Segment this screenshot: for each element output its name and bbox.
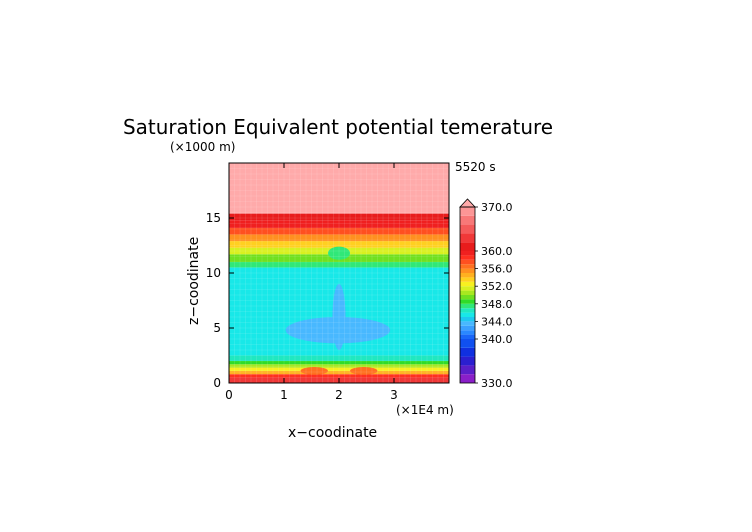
colorbar-tick-label: 360.0	[481, 245, 513, 258]
y-tick-label: 15	[206, 211, 221, 225]
colorbar-swatch	[460, 339, 475, 348]
layer-band	[229, 227, 449, 235]
colorbar: 370.0 360.0 356.0 352.0 348.0 344.0 340.0 330.0	[459, 198, 513, 390]
colorbar-swatch	[460, 224, 475, 234]
colorbar-tick-label: 370.0	[481, 201, 513, 214]
layer-band	[229, 163, 449, 214]
colorbar-tick-label: 330.0	[481, 377, 513, 390]
colorbar-swatch	[460, 207, 475, 216]
colorbar-frame	[459, 206, 476, 384]
colorbar-swatch	[460, 264, 475, 269]
colorbar-tick-label: 344.0	[481, 315, 513, 328]
colorbar-swatch	[460, 286, 475, 291]
colorbar-swatch	[460, 273, 475, 278]
colorbar-swatch	[460, 215, 475, 225]
x-unit-label: (×1E4 m)	[396, 403, 454, 417]
layer-band	[229, 370, 449, 375]
colorbar-swatch	[460, 251, 475, 256]
colorbar-extend-arrow	[459, 198, 476, 208]
layer-band	[229, 213, 449, 221]
contour-field	[229, 163, 449, 383]
upper-dip	[328, 246, 350, 260]
colorbar-swatch	[460, 299, 475, 304]
colorbar-tick-label: 352.0	[481, 280, 513, 293]
colorbar-swatch	[460, 290, 475, 295]
colorbar-swatch	[460, 295, 475, 300]
y-unit-label: (×1000 m)	[170, 140, 235, 154]
colorbar-tick-label: 356.0	[481, 263, 513, 276]
chart-title: Saturation Equivalent potential temeratu…	[123, 115, 553, 139]
colorbar-swatch	[460, 321, 475, 326]
layer-band	[229, 241, 449, 248]
colorbar-swatch	[460, 233, 475, 243]
layer-band	[229, 234, 449, 242]
colorbar-swatch	[460, 281, 475, 287]
layer-band	[229, 364, 449, 368]
y-axis-label: z−coodinate	[186, 237, 202, 325]
colorbar-swatch	[460, 259, 475, 265]
layer-band	[229, 367, 449, 371]
x-tick-label: 3	[390, 388, 398, 402]
colorbar-swatch	[460, 356, 475, 366]
colorbar-swatch	[460, 268, 475, 273]
colorbar-swatch	[460, 365, 475, 375]
x-tick-label: 1	[280, 388, 288, 402]
colorbar-swatch	[460, 308, 475, 313]
y-tick-label: 5	[213, 321, 221, 335]
y-tick-label: 10	[206, 266, 221, 280]
x-axis-label: x−coodinate	[288, 425, 377, 441]
colorbar-swatch	[460, 312, 475, 317]
colorbar-swatch	[460, 325, 475, 331]
colorbar-swatch	[460, 330, 475, 335]
colorbar-swatch	[460, 334, 475, 339]
layer-band	[229, 220, 449, 228]
warm-core-right	[350, 367, 378, 375]
x-tick-label: 0	[225, 388, 233, 402]
x-tick-label: 2	[335, 388, 343, 402]
layer-band	[229, 262, 449, 268]
time-label: 5520 s	[455, 160, 496, 174]
colorbar-swatch	[460, 277, 475, 282]
colorbar-swatch	[460, 374, 475, 383]
layer-band	[229, 355, 449, 361]
colorbar-swatch	[460, 347, 475, 357]
layer-band	[229, 374, 449, 378]
plot-axes: 0 1 2 3 0 5 10 15	[206, 162, 450, 402]
colorbar-swatch	[460, 255, 475, 260]
colorbar-swatch	[460, 242, 475, 251]
colorbar-swatch	[460, 303, 475, 309]
y-tick-label: 0	[213, 376, 221, 390]
warm-core-left	[300, 367, 328, 375]
colorbar-tick-label: 348.0	[481, 298, 513, 311]
colorbar-swatch	[460, 317, 475, 322]
low-theta-column	[332, 284, 346, 350]
layer-band	[229, 361, 449, 365]
colorbar-tick-label: 340.0	[481, 333, 513, 346]
